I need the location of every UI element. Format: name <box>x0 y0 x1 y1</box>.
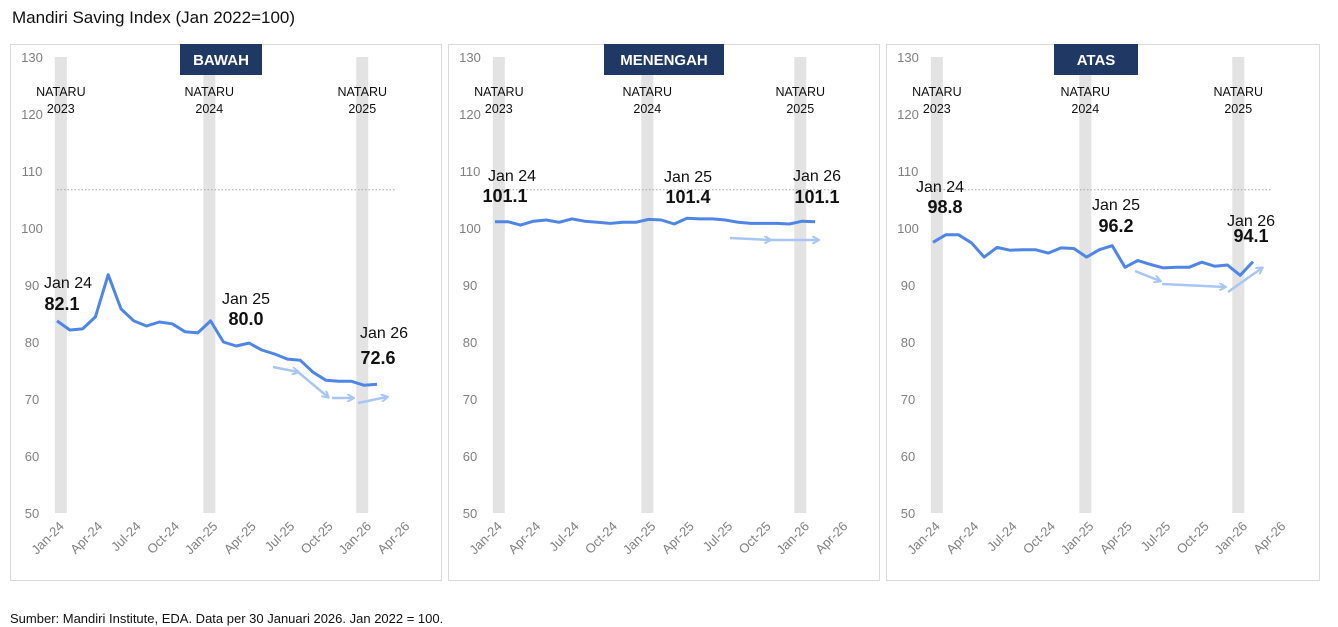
panel-title: MENENGAH <box>620 52 708 69</box>
nataru-year: 2024 <box>633 102 661 116</box>
annotation-label: Jan 26 <box>360 325 408 342</box>
y-tick-label: 60 <box>901 449 915 464</box>
annotation-label: Jan 24 <box>44 275 92 292</box>
series-line <box>56 273 378 387</box>
y-tick-label: 50 <box>25 506 39 521</box>
y-tick-label: 100 <box>459 221 481 236</box>
annotation-label: Jan 26 <box>793 168 841 185</box>
y-tick-label: 50 <box>463 506 477 521</box>
nataru-band <box>356 57 369 513</box>
annotation-label: Jan 26 <box>1227 213 1275 230</box>
annotation-label: Jan 25 <box>1092 197 1140 214</box>
nataru-label: NATARU <box>1061 85 1111 99</box>
nataru-year: 2023 <box>923 102 951 116</box>
y-tick-label: 110 <box>460 164 481 179</box>
panel-atas: NATARU 2023 NATARU 2024 NATARU 2025 50 60 70 80 90… <box>886 44 1320 581</box>
panel-frame <box>886 44 1320 581</box>
series-line <box>495 216 816 227</box>
annotation-value: 98.8 <box>927 197 962 217</box>
nataru-label: NATARU <box>338 85 388 99</box>
annotation-value: 101.1 <box>794 187 839 207</box>
trend-arrow <box>729 238 770 240</box>
annotation-value: 82.1 <box>44 294 79 314</box>
y-tick-label: 120 <box>21 107 43 122</box>
y-tick-label: 60 <box>25 449 39 464</box>
nataru-year: 2024 <box>1071 102 1099 116</box>
nataru-band <box>492 57 505 513</box>
nataru-label: NATARU <box>474 85 524 99</box>
annotation-label: Jan 24 <box>488 168 536 185</box>
annotation-value: 72.6 <box>360 348 395 368</box>
trend-arrow <box>357 397 387 405</box>
y-tick-label: 90 <box>25 278 39 293</box>
trend-arrow <box>1134 269 1160 281</box>
trend-arrow <box>272 365 298 372</box>
nataru-band <box>203 57 216 513</box>
nataru-year: 2025 <box>1224 102 1252 116</box>
annotation-value: 80.0 <box>228 309 263 329</box>
annotation-label: Jan 25 <box>664 169 712 186</box>
y-tick-label: 80 <box>901 335 915 350</box>
nataru-label: NATARU <box>1214 85 1264 99</box>
y-tick-label: 80 <box>463 335 477 350</box>
y-tick-label: 130 <box>459 50 481 65</box>
y-tick-label: 100 <box>897 221 919 236</box>
series-line <box>932 233 1255 277</box>
panel-title: ATAS <box>1077 52 1116 69</box>
annotation-label: Jan 25 <box>222 291 270 308</box>
y-tick-label: 70 <box>463 392 477 407</box>
y-tick-label: 60 <box>463 449 477 464</box>
y-tick-label: 110 <box>22 164 43 179</box>
nataru-band <box>930 57 943 513</box>
nataru-year: 2025 <box>348 102 376 116</box>
source-note: Sumber: Mandiri Institute, EDA. Data per… <box>10 611 444 626</box>
panel-title-box <box>1054 44 1138 75</box>
annotation-value: 101.4 <box>665 187 710 207</box>
figure-title: Mandiri Saving Index (Jan 2022=100) <box>12 8 296 27</box>
trend-arrow <box>1161 284 1225 287</box>
nataru-band <box>1079 57 1092 513</box>
nataru-label: NATARU <box>623 85 673 99</box>
nataru-year: 2024 <box>195 102 223 116</box>
panel-menengah: NATARU 2023 NATARU 2024 NATARU 2025 50 60 70 80 90… <box>448 44 880 581</box>
annotation-label: Jan 24 <box>916 179 964 196</box>
nataru-band <box>641 57 654 513</box>
trend-arrow <box>1227 268 1262 294</box>
nataru-label: NATARU <box>912 85 962 99</box>
y-tick-label: 90 <box>901 278 915 293</box>
y-tick-label: 120 <box>459 107 481 122</box>
nataru-year: 2025 <box>786 102 814 116</box>
nataru-band <box>794 57 807 513</box>
annotation-value: 96.2 <box>1098 216 1133 236</box>
trend-arrow <box>297 371 328 397</box>
nataru-band <box>54 57 67 513</box>
y-tick-label: 130 <box>897 50 919 65</box>
y-tick-label: 130 <box>21 50 43 65</box>
panel-bawah: NATARU 2023 NATARU 2024 NATARU 2025 50 60 70 80 90… <box>10 44 442 581</box>
annotation-value: 101.1 <box>482 186 527 206</box>
y-tick-label: 50 <box>901 506 915 521</box>
annotation-value: 94.1 <box>1233 226 1268 246</box>
y-tick-label: 100 <box>21 221 43 236</box>
y-tick-label: 120 <box>897 107 919 122</box>
y-tick-label: 80 <box>25 335 39 350</box>
y-tick-label: 110 <box>898 164 919 179</box>
nataru-year: 2023 <box>485 102 513 116</box>
panel-title-box <box>604 44 724 75</box>
nataru-label: NATARU <box>36 85 86 99</box>
panel-frame <box>448 44 880 581</box>
panel-frame <box>10 44 442 581</box>
nataru-label: NATARU <box>776 85 826 99</box>
nataru-label: NATARU <box>185 85 235 99</box>
y-tick-label: 90 <box>463 278 477 293</box>
y-tick-label: 70 <box>25 392 39 407</box>
y-tick-label: 70 <box>901 392 915 407</box>
panel-title: BAWAH <box>193 52 249 69</box>
nataru-year: 2023 <box>47 102 75 116</box>
panel-title-box <box>180 44 262 75</box>
